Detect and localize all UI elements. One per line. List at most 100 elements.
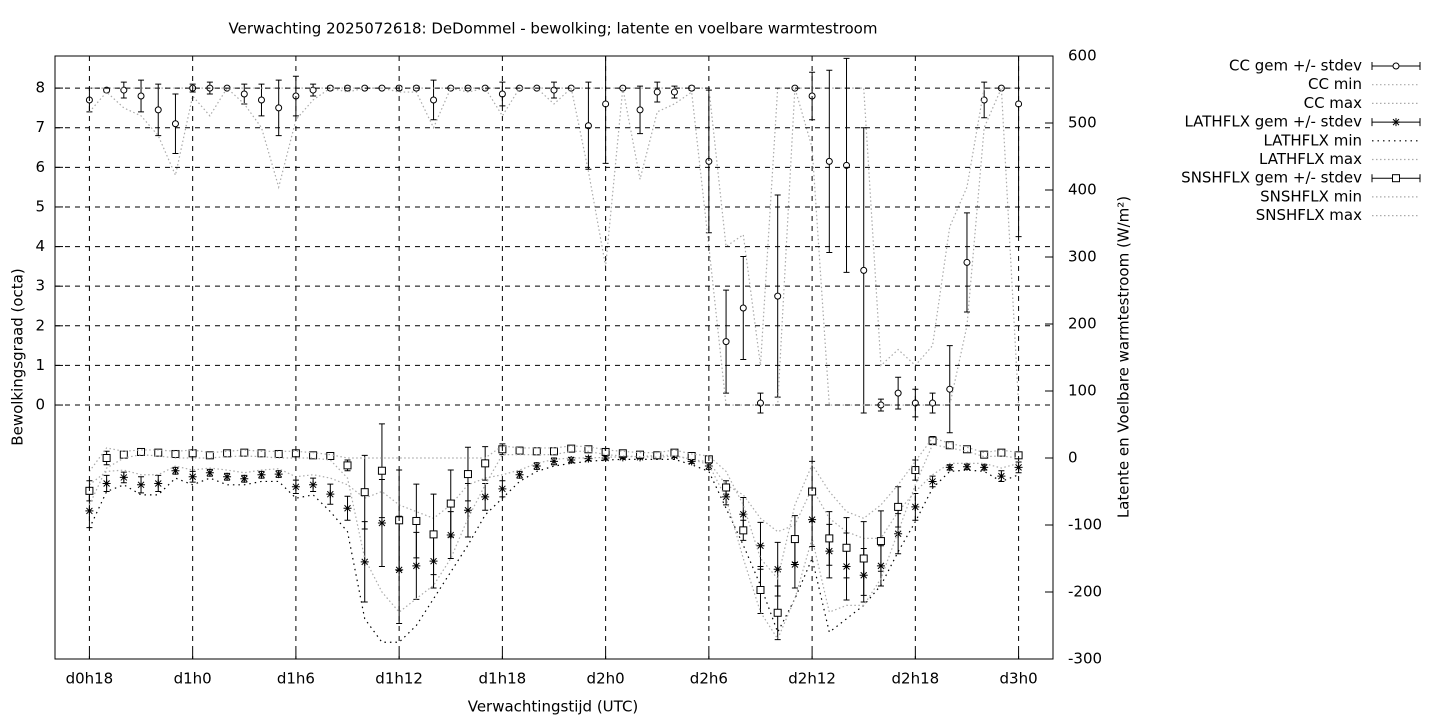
x-tick-label: d1h6 [277, 670, 315, 688]
x-tick-label: d3h0 [1000, 670, 1038, 688]
marker [928, 477, 937, 486]
marker [515, 446, 524, 455]
marker [481, 459, 490, 468]
y2-tick-label: -100 [1068, 516, 1102, 534]
marker [463, 470, 472, 479]
marker [119, 473, 128, 482]
x-tick-label: d2h0 [587, 670, 625, 688]
y2-tick-label: 600 [1068, 47, 1097, 65]
marker [773, 565, 782, 574]
marker [653, 451, 662, 460]
y-tick-label: 2 [35, 316, 45, 334]
legend-marker [1392, 174, 1400, 183]
legend-marker [1392, 118, 1400, 127]
x-tick-label: d1h0 [174, 670, 212, 688]
marker [550, 457, 558, 466]
y2-tick-label: 200 [1068, 315, 1097, 333]
marker [756, 585, 765, 594]
marker [980, 450, 989, 459]
marker [430, 96, 438, 104]
marker [102, 454, 111, 462]
x-tick-label: d0h18 [66, 670, 114, 688]
marker [154, 448, 163, 457]
y2-tick-label: 0 [1068, 449, 1078, 467]
marker [171, 120, 179, 128]
y-tick-label: 0 [35, 396, 45, 414]
marker [722, 483, 731, 492]
marker [171, 466, 180, 475]
marker [240, 90, 248, 98]
marker [962, 462, 971, 471]
marker [842, 543, 851, 552]
marker [102, 479, 111, 488]
marker [137, 92, 145, 100]
y-tick-label: 5 [35, 197, 45, 215]
marker [584, 445, 593, 454]
legend-label: CC gem +/- stdev [1229, 57, 1362, 75]
marker [722, 492, 731, 501]
marker [894, 389, 902, 397]
marker [618, 449, 627, 458]
marker [894, 529, 903, 538]
marker [997, 472, 1006, 481]
legend-label: LATHFLX max [1259, 150, 1362, 168]
x-tick-label: d2h12 [788, 670, 836, 688]
y2-tick-label: -300 [1068, 650, 1102, 668]
marker [119, 450, 128, 459]
marker [945, 441, 954, 450]
marker [463, 506, 472, 515]
marker [275, 104, 283, 112]
marker [309, 451, 318, 460]
marker [567, 444, 576, 453]
marker [876, 537, 885, 546]
marker [687, 457, 696, 466]
legend-label: LATHFLX min [1263, 131, 1362, 149]
marker [205, 451, 214, 460]
marker [550, 447, 558, 456]
marker [618, 453, 627, 462]
marker [412, 516, 421, 525]
series-line [88, 86, 1020, 406]
marker [377, 518, 386, 527]
marker [584, 454, 593, 463]
legend-marker [1392, 62, 1400, 70]
marker [205, 468, 214, 477]
marker [670, 448, 679, 457]
y2-tick-label: 100 [1068, 382, 1097, 400]
marker [756, 541, 765, 550]
marker [343, 504, 352, 513]
plot-area [85, 56, 1023, 643]
marker [790, 535, 799, 544]
marker [515, 470, 524, 479]
marker [722, 338, 730, 346]
marker [360, 488, 369, 497]
marker [653, 88, 661, 96]
x-tick-label: d2h6 [690, 670, 728, 688]
marker [774, 292, 782, 300]
marker [739, 526, 748, 535]
marker [670, 88, 678, 96]
marker [946, 385, 954, 393]
marker [446, 499, 455, 508]
marker [154, 479, 163, 488]
y2-axis-label: Latente en Voelbare warmtestroom (W/m²) [1115, 196, 1133, 518]
marker [377, 466, 386, 475]
marker [257, 449, 266, 458]
marker [894, 502, 903, 511]
marker [825, 157, 833, 165]
marker [154, 106, 162, 114]
marker [860, 266, 868, 274]
x-axis-label: Verwachtingstijd (UTC) [468, 698, 639, 716]
y-tick-label: 4 [35, 237, 45, 255]
legend-label: LATHFLX gem +/- stdev [1184, 113, 1362, 131]
legend-label: SNSHFLX max [1256, 206, 1362, 224]
marker [223, 472, 232, 481]
series-line [88, 443, 1019, 641]
y-tick-label: 3 [35, 277, 45, 295]
marker [739, 510, 748, 519]
series-line [89, 87, 1019, 367]
marker [343, 461, 352, 470]
y-tick-label: 1 [35, 356, 45, 374]
y-axis-label: Bewolkingsgraad (octa) [9, 268, 27, 445]
